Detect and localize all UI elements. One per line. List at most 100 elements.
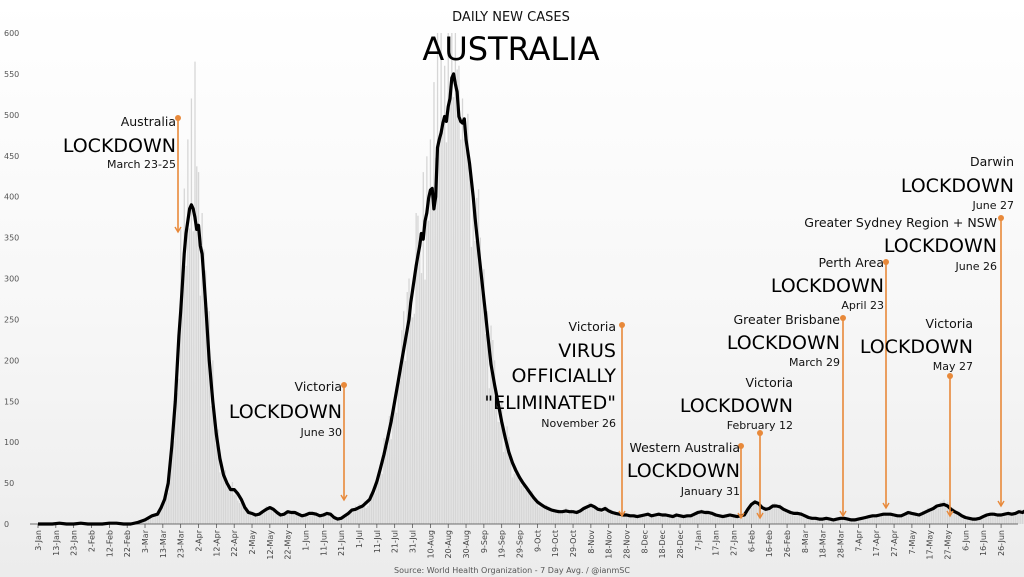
daily-bar	[913, 515, 915, 524]
daily-bar	[827, 517, 829, 524]
daily-bar	[741, 516, 744, 524]
daily-bar	[260, 511, 262, 524]
x-tick-label: 2-Feb	[88, 530, 97, 552]
daily-bar	[361, 504, 364, 524]
annotation-date: April 23	[841, 299, 884, 312]
chart-subtitle: DAILY NEW CASES	[452, 10, 570, 25]
daily-bar	[613, 513, 615, 524]
daily-bar	[752, 500, 754, 524]
daily-bar	[472, 188, 474, 524]
daily-bar	[675, 516, 678, 524]
daily-bar	[841, 518, 844, 524]
daily-bar	[984, 514, 986, 524]
daily-bar	[433, 82, 435, 524]
daily-bar	[900, 514, 902, 524]
daily-bar	[483, 269, 485, 524]
daily-bar	[404, 361, 407, 524]
daily-bar	[445, 142, 448, 524]
daily-bar	[661, 514, 663, 524]
daily-bar	[882, 514, 885, 524]
daily-bar	[914, 514, 917, 524]
daily-bar	[574, 513, 576, 524]
daily-bar	[156, 515, 159, 524]
daily-bar	[490, 325, 492, 524]
daily-bar	[458, 65, 460, 524]
daily-bar	[570, 509, 572, 524]
daily-bar	[449, 85, 451, 524]
y-tick-label: 150	[4, 397, 19, 406]
daily-bar	[709, 513, 712, 524]
x-tick-label: 26-Feb	[783, 530, 792, 557]
daily-bar	[251, 514, 253, 524]
daily-bar	[369, 494, 371, 524]
daily-bar	[429, 139, 432, 524]
daily-bar	[549, 510, 551, 524]
annotation-marker-dot	[998, 215, 1004, 221]
daily-bar	[604, 505, 606, 524]
daily-bar	[636, 517, 638, 524]
y-tick-label: 400	[4, 193, 19, 202]
daily-bar	[736, 517, 738, 524]
daily-bar	[938, 508, 940, 524]
daily-bar	[766, 509, 769, 524]
daily-bar	[763, 506, 765, 524]
daily-bar	[420, 273, 423, 524]
x-tick-label: 1-Jun	[302, 530, 311, 551]
daily-bar	[970, 518, 972, 524]
x-tick-label: 23-Mar	[177, 529, 186, 558]
x-tick-label: 8-Mar	[801, 529, 810, 553]
daily-bar	[142, 521, 144, 524]
daily-bar	[296, 512, 298, 524]
daily-bar	[895, 514, 897, 524]
daily-bar	[438, 140, 440, 524]
source-note: Source: World Health Organization - 7 Da…	[394, 566, 630, 575]
daily-bar	[149, 518, 152, 524]
daily-bar	[206, 307, 209, 524]
daily-bar	[1018, 511, 1020, 524]
daily-bar	[242, 503, 244, 524]
daily-bar	[666, 515, 669, 524]
annotation-date: March 29	[789, 356, 840, 369]
daily-bar	[556, 511, 558, 524]
daily-bar	[231, 481, 234, 524]
daily-bar	[510, 457, 512, 524]
daily-bar	[276, 512, 278, 524]
daily-bar	[269, 508, 271, 524]
daily-bar	[964, 517, 967, 524]
daily-bar	[559, 510, 562, 524]
daily-bar	[715, 513, 717, 524]
daily-bar	[524, 489, 526, 524]
daily-bar	[772, 503, 774, 524]
daily-bar	[838, 519, 840, 524]
daily-bar	[611, 510, 613, 524]
daily-bar	[617, 514, 619, 524]
daily-bar	[620, 513, 622, 524]
daily-bar	[659, 513, 662, 524]
daily-bar	[542, 507, 544, 524]
x-tick-label: 18-Nov	[605, 530, 614, 559]
daily-bar	[354, 505, 357, 524]
daily-bar	[729, 514, 731, 524]
daily-bar	[547, 508, 549, 524]
daily-bar	[697, 510, 699, 524]
daily-bar	[731, 513, 733, 524]
daily-bar	[784, 509, 786, 524]
chart-title: AUSTRALIA	[422, 30, 599, 68]
daily-bar	[172, 441, 175, 524]
daily-bar	[800, 511, 803, 524]
x-tick-label: 3-Jan	[34, 530, 43, 551]
daily-bar	[322, 513, 325, 524]
x-tick-label: 29-Oct	[569, 530, 578, 557]
annotation-title: "ELIMINATED"	[484, 392, 616, 414]
daily-bar	[711, 511, 713, 524]
daily-bar	[554, 509, 556, 524]
daily-bar	[342, 516, 344, 524]
daily-bar	[586, 504, 589, 524]
x-tick-label: 13-Jan	[52, 530, 61, 556]
x-tick-label: 19-Oct	[551, 530, 560, 557]
daily-bar	[228, 484, 230, 524]
daily-bar	[287, 512, 289, 524]
annotation-date: March 23-25	[107, 158, 176, 171]
daily-bar	[777, 505, 779, 524]
x-tick-label: 16-Jun	[979, 530, 988, 556]
